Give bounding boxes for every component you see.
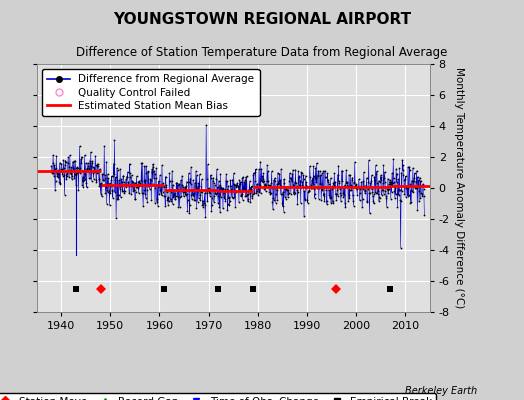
Legend: Station Move, Record Gap, Time of Obs. Change, Empirical Break: Station Move, Record Gap, Time of Obs. C…: [0, 393, 436, 400]
Text: Berkeley Earth: Berkeley Earth: [405, 386, 477, 396]
Text: YOUNGSTOWN REGIONAL AIRPORT: YOUNGSTOWN REGIONAL AIRPORT: [113, 12, 411, 27]
Y-axis label: Monthly Temperature Anomaly Difference (°C): Monthly Temperature Anomaly Difference (…: [454, 67, 464, 309]
Text: Difference of Station Temperature Data from Regional Average: Difference of Station Temperature Data f…: [77, 46, 447, 59]
